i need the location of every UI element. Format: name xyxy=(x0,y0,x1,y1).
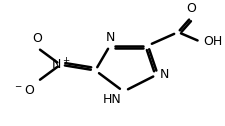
Text: OH: OH xyxy=(202,35,222,48)
Text: N: N xyxy=(159,68,168,81)
Text: $^-$O: $^-$O xyxy=(13,84,35,97)
Text: HN: HN xyxy=(102,93,121,106)
Text: O: O xyxy=(32,32,42,45)
Text: N$^+$: N$^+$ xyxy=(50,57,70,72)
Text: N: N xyxy=(105,31,114,44)
Text: O: O xyxy=(185,2,195,15)
